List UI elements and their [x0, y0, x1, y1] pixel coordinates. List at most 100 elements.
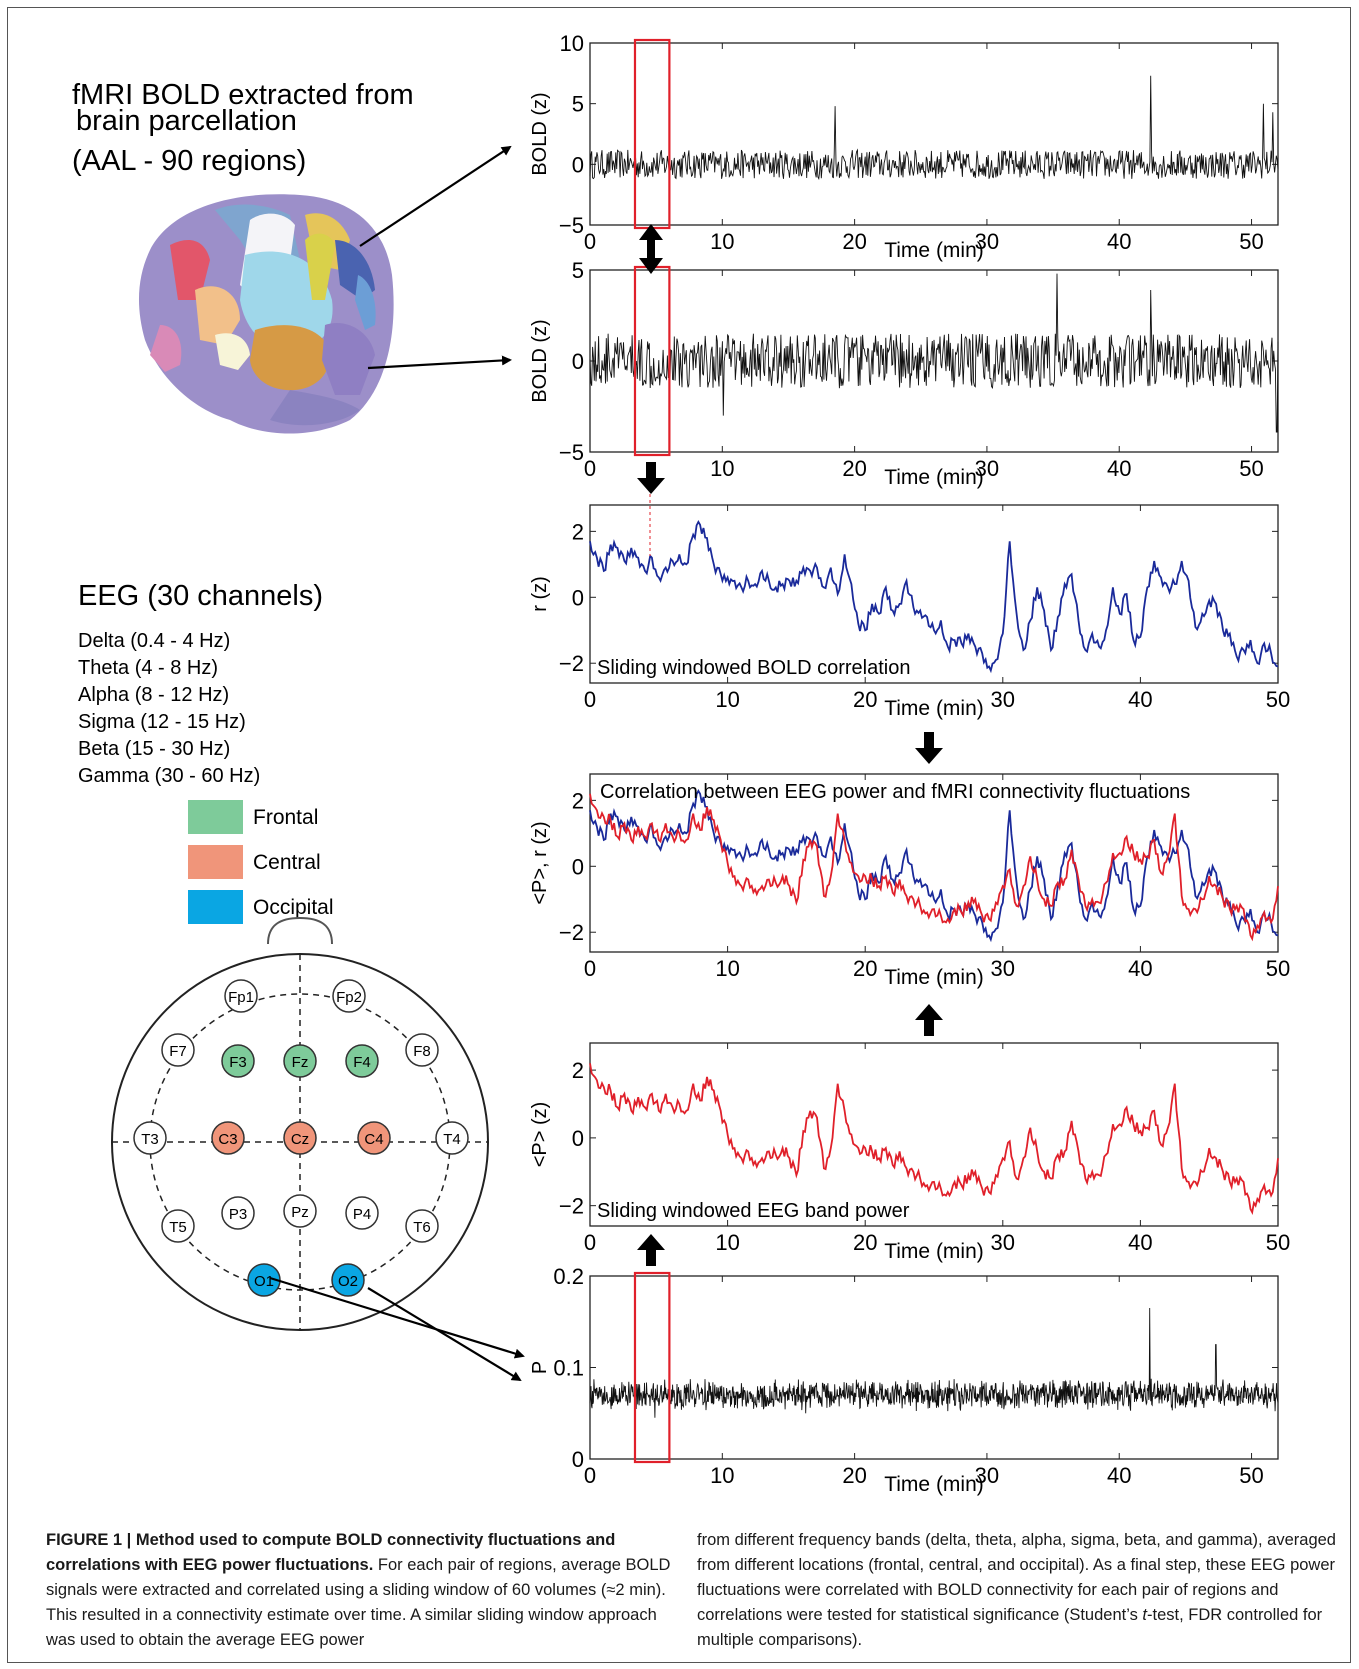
electrode-c4: C4 [357, 1121, 391, 1155]
electrode-label: O1 [254, 1273, 274, 1290]
electrode-label: Cz [291, 1131, 309, 1148]
y-tick-label: 0 [572, 1447, 584, 1472]
x-tick-label: 20 [853, 687, 877, 712]
electrode-label: Fz [292, 1054, 309, 1071]
electrode-marker [224, 979, 258, 1013]
electrode-label: C3 [218, 1131, 237, 1148]
electrode-label: Fp2 [336, 989, 362, 1006]
x-tick-label: 50 [1239, 456, 1263, 481]
x-tick-label: 0 [584, 687, 596, 712]
caption-left-column: FIGURE 1 | Method used to compute BOLD c… [46, 1528, 686, 1653]
sliding-window-box [633, 1271, 671, 1464]
caption-right-column: from different frequency bands (delta, t… [697, 1528, 1337, 1653]
legend-swatch [188, 890, 243, 924]
series-trace [589, 75, 1279, 181]
region-legend: Frontal Central Occipital [188, 800, 334, 924]
electrode-label: P3 [229, 1206, 247, 1223]
x-tick-label: 30 [991, 1230, 1015, 1255]
legend-label: Frontal [253, 806, 318, 829]
x-tick-label: 30 [975, 456, 999, 481]
x-tick-label: 0 [584, 456, 596, 481]
eeg-band-item: Delta (0.4 - 4 Hz) [78, 630, 230, 652]
double-arrow-bold [639, 224, 663, 274]
x-tick-label: 20 [853, 1230, 877, 1255]
y-tick-label: −2 [559, 651, 584, 676]
electrode-label: F7 [169, 1043, 187, 1060]
electrode-t6: T6 [405, 1209, 439, 1243]
x-tick-label: 40 [1107, 456, 1131, 481]
electrode-label: C4 [364, 1131, 383, 1148]
y-tick-label: 0 [572, 152, 584, 177]
x-tick-label: 50 [1239, 1463, 1263, 1488]
electrode-marker [283, 1121, 317, 1155]
x-tick-label: 20 [842, 229, 866, 254]
x-tick-label: 10 [710, 229, 734, 254]
fmri-label-line3: (AAL - 90 regions) [72, 145, 306, 177]
y-tick-label: 0 [572, 1126, 584, 1151]
y-tick-label: −5 [559, 440, 584, 465]
x-tick-label: 10 [710, 1463, 734, 1488]
y-tick-label: −2 [559, 920, 584, 945]
arrow-o1-to-eeg [269, 1276, 525, 1359]
electrode-fp2: Fp2 [332, 979, 366, 1013]
electrode-marker [161, 1209, 195, 1243]
y-tick-label: −5 [559, 213, 584, 238]
electrode-p3: P3 [221, 1196, 255, 1230]
electrode-marker [405, 1209, 439, 1243]
y-axis-label: <P>, r (z) [529, 821, 551, 904]
chart-annotation: Sliding windowed BOLD correlation [597, 657, 911, 679]
x-axis-label: Time (min) [884, 466, 984, 489]
series-bold-correlation [589, 789, 1279, 943]
electrode-marker [357, 1121, 391, 1155]
eeg-montage: Fp1 Fp2 F7 F3 Fz F4 F8 T3 C3 Cz C4 T4 T5 P3 Pz P4 T6 O1 O2 [111, 916, 489, 1331]
x-axis-label: Time (min) [884, 697, 984, 720]
electrode-marker [283, 1194, 317, 1228]
caption-left-body: For each pair of regions, average BOLD s… [46, 1556, 671, 1649]
x-tick-label: 10 [715, 956, 739, 981]
x-axis-label: Time (min) [884, 966, 984, 989]
electrode-marker [211, 1121, 245, 1155]
electrode-t4: T4 [435, 1121, 469, 1155]
x-tick-label: 30 [975, 1463, 999, 1488]
arrow-brain-to-bold1 [359, 145, 512, 247]
y-axis-label: BOLD (z) [529, 92, 551, 175]
x-tick-label: 40 [1128, 687, 1152, 712]
x-tick-label: 0 [584, 956, 596, 981]
caption-right-body-2: -test, FDR controlled for multiple compa… [697, 1606, 1323, 1649]
y-axis-label: BOLD (z) [529, 319, 551, 402]
electrode-t5: T5 [161, 1209, 195, 1243]
up-arrow-from-power [915, 1004, 943, 1036]
x-tick-label: 10 [715, 1230, 739, 1255]
chart-annotation: Correlation between EEG power and fMRI c… [600, 781, 1190, 803]
eeg-band-item: Gamma (30 - 60 Hz) [78, 765, 260, 787]
electrode-label: Fp1 [228, 989, 254, 1006]
plot-area [589, 1042, 1279, 1227]
brain-parcellation-image [138, 194, 394, 434]
arrow-brain-to-bold2 [367, 355, 512, 370]
electrode-f3: F3 [221, 1044, 255, 1078]
series-bold-correlation [589, 520, 1279, 674]
y-tick-label: 0.2 [553, 1264, 584, 1289]
plot-area [589, 42, 1279, 226]
electrode-label: O2 [338, 1273, 358, 1290]
x-tick-label: 10 [715, 687, 739, 712]
x-tick-label: 0 [584, 1463, 596, 1488]
caption-title: FIGURE 1 | Method used to compute BOLD c… [46, 1531, 616, 1574]
x-tick-label: 40 [1128, 1230, 1152, 1255]
x-tick-label: 50 [1266, 1230, 1290, 1255]
y-tick-label: −2 [559, 1194, 584, 1219]
legend-swatch [188, 845, 243, 879]
series-trace [589, 1307, 1279, 1418]
electrode-marker [345, 1196, 379, 1230]
electrode-f7: F7 [161, 1033, 195, 1067]
series-eeg-power [589, 1063, 1279, 1216]
electrode-marker [332, 979, 366, 1013]
caption-right-italic: t [1142, 1606, 1147, 1624]
x-tick-label: 30 [991, 956, 1015, 981]
electrode-label: F4 [353, 1054, 371, 1071]
x-tick-label: 50 [1266, 956, 1290, 981]
eeg-band-item: Sigma (12 - 15 Hz) [78, 711, 246, 733]
